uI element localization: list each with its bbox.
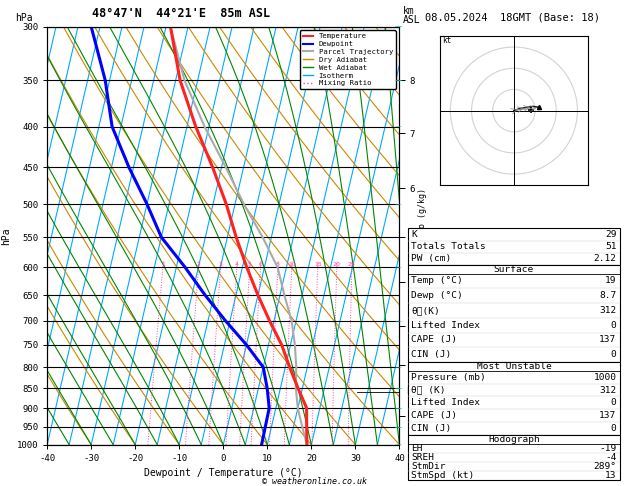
Text: Most Unstable: Most Unstable [477, 362, 551, 371]
Text: —: — [394, 424, 401, 430]
Text: 0: 0 [611, 399, 616, 407]
Text: CAPE (J): CAPE (J) [411, 335, 457, 345]
Text: 312: 312 [599, 385, 616, 395]
Text: 0: 0 [611, 321, 616, 330]
Text: 289°: 289° [593, 462, 616, 471]
Text: —: — [394, 385, 401, 391]
Text: © weatheronline.co.uk: © weatheronline.co.uk [262, 476, 367, 486]
Text: —: — [394, 24, 401, 30]
Text: 1: 1 [161, 262, 165, 267]
Text: 137: 137 [599, 335, 616, 345]
Text: StmDir: StmDir [411, 462, 446, 471]
Text: SREH: SREH [411, 453, 435, 462]
Text: Totals Totals: Totals Totals [411, 242, 486, 251]
Text: 0: 0 [611, 350, 616, 359]
Text: K: K [411, 230, 417, 239]
Y-axis label: Mixing Ratio (g/kg): Mixing Ratio (g/kg) [418, 188, 427, 283]
Text: -19: -19 [599, 444, 616, 453]
Text: PW (cm): PW (cm) [411, 254, 452, 263]
Text: —: — [394, 123, 401, 130]
Text: hPa: hPa [16, 13, 33, 22]
Text: km: km [403, 6, 415, 17]
Text: 20: 20 [333, 262, 341, 267]
Text: —: — [394, 318, 401, 324]
Text: 5: 5 [248, 262, 252, 267]
Text: CIN (J): CIN (J) [411, 424, 452, 433]
Text: 0: 0 [611, 424, 616, 433]
Text: —: — [394, 424, 401, 430]
Text: θᴄ(K): θᴄ(K) [411, 306, 440, 315]
Text: —: — [394, 364, 401, 370]
Text: —: — [394, 77, 401, 83]
Text: CAPE (J): CAPE (J) [411, 411, 457, 420]
Text: —: — [394, 24, 401, 30]
Text: —: — [394, 201, 401, 207]
Text: Pressure (mb): Pressure (mb) [411, 373, 486, 382]
Text: Dewp (°C): Dewp (°C) [411, 291, 463, 300]
Text: —: — [394, 385, 401, 391]
Text: θᴄ (K): θᴄ (K) [411, 385, 446, 395]
Text: 2: 2 [196, 262, 201, 267]
Text: EH: EH [411, 444, 423, 453]
Text: -4: -4 [605, 453, 616, 462]
Text: 8.7: 8.7 [599, 291, 616, 300]
Text: StmSpd (kt): StmSpd (kt) [411, 471, 475, 480]
Text: ASL: ASL [403, 15, 421, 25]
Text: 15: 15 [314, 262, 321, 267]
X-axis label: Dewpoint / Temperature (°C): Dewpoint / Temperature (°C) [144, 469, 303, 478]
Text: 19: 19 [605, 277, 616, 285]
Text: —: — [394, 442, 401, 448]
Text: 13: 13 [605, 471, 616, 480]
Text: —: — [394, 77, 401, 83]
Text: Lifted Index: Lifted Index [411, 321, 481, 330]
Text: LCL: LCL [406, 387, 421, 396]
Y-axis label: hPa: hPa [1, 227, 11, 244]
Text: 4: 4 [235, 262, 239, 267]
Text: —: — [394, 264, 401, 270]
Text: CIN (J): CIN (J) [411, 350, 452, 359]
Text: Temp (°C): Temp (°C) [411, 277, 463, 285]
Text: 6: 6 [259, 262, 262, 267]
Text: Hodograph: Hodograph [488, 435, 540, 444]
Text: 08.05.2024  18GMT (Base: 18): 08.05.2024 18GMT (Base: 18) [425, 12, 600, 22]
Text: 3: 3 [219, 262, 223, 267]
Text: 10: 10 [288, 262, 296, 267]
Text: 8: 8 [276, 262, 280, 267]
Text: 29: 29 [605, 230, 616, 239]
Text: 25: 25 [348, 262, 356, 267]
Text: —: — [394, 405, 401, 411]
Text: 51: 51 [605, 242, 616, 251]
Legend: Temperature, Dewpoint, Parcel Trajectory, Dry Adiabat, Wet Adiabat, Isotherm, Mi: Temperature, Dewpoint, Parcel Trajectory… [300, 30, 396, 89]
Text: Surface: Surface [494, 265, 534, 274]
Text: 137: 137 [599, 411, 616, 420]
Text: 1000: 1000 [593, 373, 616, 382]
Text: Lifted Index: Lifted Index [411, 399, 481, 407]
Text: 48°47'N  44°21'E  85m ASL: 48°47'N 44°21'E 85m ASL [92, 7, 270, 20]
Text: 312: 312 [599, 306, 616, 315]
Text: kt: kt [442, 36, 451, 45]
Text: 2.12: 2.12 [593, 254, 616, 263]
Text: —: — [394, 405, 401, 411]
